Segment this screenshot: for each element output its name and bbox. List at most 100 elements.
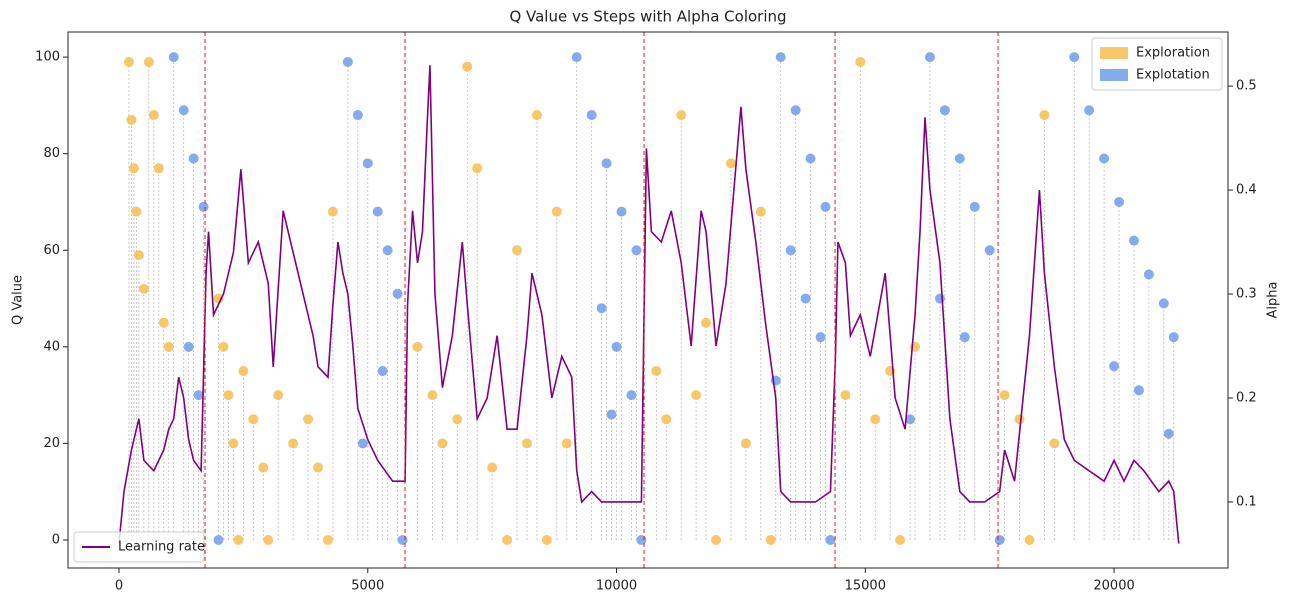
- scatter-point: [631, 245, 642, 256]
- scatter-point: [512, 245, 523, 256]
- legend-label: Exploration: [1136, 46, 1210, 61]
- scatter-point: [168, 52, 179, 63]
- scatter-point: [427, 390, 438, 401]
- scatter-point: [412, 341, 423, 352]
- scatter-point: [258, 462, 269, 473]
- scatter-point: [1109, 361, 1120, 372]
- scatter-point: [1133, 385, 1144, 396]
- scatter-point: [676, 110, 687, 121]
- y-tick-label: 20: [43, 436, 60, 451]
- x-tick-label: 0: [115, 579, 123, 594]
- scatter-point: [651, 365, 662, 376]
- legend-swatch: [1100, 47, 1128, 59]
- y-tick-label: 60: [43, 243, 60, 258]
- scatter-point: [362, 158, 373, 169]
- scatter-point: [128, 163, 139, 174]
- scatter-point: [586, 110, 597, 121]
- scatter-point: [775, 52, 786, 63]
- scatter-point: [193, 390, 204, 401]
- scatter-point: [1084, 105, 1095, 116]
- y2-tick-label: 0.2: [1236, 390, 1257, 405]
- scatter-point: [785, 245, 796, 256]
- scatter-point: [939, 105, 950, 116]
- scatter-point: [924, 52, 935, 63]
- y-tick-label: 0: [52, 532, 60, 547]
- scatter-point: [1024, 534, 1035, 545]
- scatter-point: [228, 438, 239, 449]
- scatter-point: [805, 153, 816, 164]
- scatter-point: [377, 365, 388, 376]
- scatter-point: [223, 390, 234, 401]
- scatter-point: [571, 52, 582, 63]
- scatter-point: [616, 206, 627, 217]
- x-tick-label: 15000: [845, 579, 886, 594]
- scatter-point: [372, 206, 383, 217]
- scatter-point: [611, 341, 622, 352]
- scatter-point: [397, 534, 408, 545]
- scatter-point: [551, 206, 562, 217]
- scatter-point: [994, 534, 1005, 545]
- scatter-point: [825, 534, 836, 545]
- scatter-point: [1114, 196, 1125, 207]
- scatter-point: [233, 534, 244, 545]
- scatter-point: [313, 462, 324, 473]
- scatter-point: [1099, 153, 1110, 164]
- scatter-point: [273, 390, 284, 401]
- scatter-point: [153, 163, 164, 174]
- scatter-point: [626, 390, 637, 401]
- scatter-point: [462, 61, 473, 72]
- y-tick-label: 100: [35, 50, 60, 65]
- legend-label: Explotation: [1136, 68, 1210, 83]
- scatter-point: [502, 534, 513, 545]
- scatter-point: [661, 414, 672, 425]
- scatter-point: [183, 341, 194, 352]
- chart-title: Q Value vs Steps with Alpha Coloring: [509, 8, 786, 26]
- scatter-point: [740, 438, 751, 449]
- scatter-point: [905, 414, 916, 425]
- scatter-point: [954, 153, 965, 164]
- scatter-point: [133, 250, 144, 261]
- y2-axis-label: Alpha: [1266, 282, 1281, 319]
- scatter-point: [521, 438, 532, 449]
- scatter-point: [596, 303, 607, 314]
- plot-frame: [67, 31, 1229, 569]
- scatter-point: [725, 158, 736, 169]
- scatter-point: [487, 462, 498, 473]
- scatter-point: [213, 534, 224, 545]
- scatter-point: [984, 245, 995, 256]
- x-tick-label: 5000: [351, 579, 384, 594]
- scatter-point: [248, 414, 259, 425]
- scatter-point: [1128, 235, 1139, 246]
- scatter-point: [213, 293, 224, 304]
- scatter-point: [322, 534, 333, 545]
- scatter-point: [138, 283, 149, 294]
- scatter-point: [327, 206, 338, 217]
- scatter-point: [999, 390, 1010, 401]
- scatter-point: [790, 105, 801, 116]
- x-tick-label: 20000: [1093, 579, 1134, 594]
- y-axis-label: Q Value: [11, 275, 26, 325]
- scatter-point: [870, 414, 881, 425]
- scatter-point: [158, 317, 169, 328]
- scatter-point: [531, 110, 542, 121]
- scatter-point: [352, 110, 363, 121]
- scatter-point: [800, 293, 811, 304]
- legend-box: [73, 531, 205, 563]
- scatter-point: [452, 414, 463, 425]
- scatter-point: [198, 201, 209, 212]
- scatter-point: [392, 288, 403, 299]
- scatter-point: [1049, 438, 1060, 449]
- scatter-point: [342, 56, 353, 67]
- y-tick-label: 40: [43, 339, 60, 354]
- scatter-point: [178, 105, 189, 116]
- scatter-point: [820, 201, 831, 212]
- scatter-point: [437, 438, 448, 449]
- scatter-point: [541, 534, 552, 545]
- scatter-point: [238, 365, 249, 376]
- scatter-point: [188, 153, 199, 164]
- scatter-point: [840, 390, 851, 401]
- line: [118, 65, 1180, 544]
- legend-label: Learning rate: [118, 540, 205, 555]
- y2-tick-label: 0.5: [1236, 79, 1257, 94]
